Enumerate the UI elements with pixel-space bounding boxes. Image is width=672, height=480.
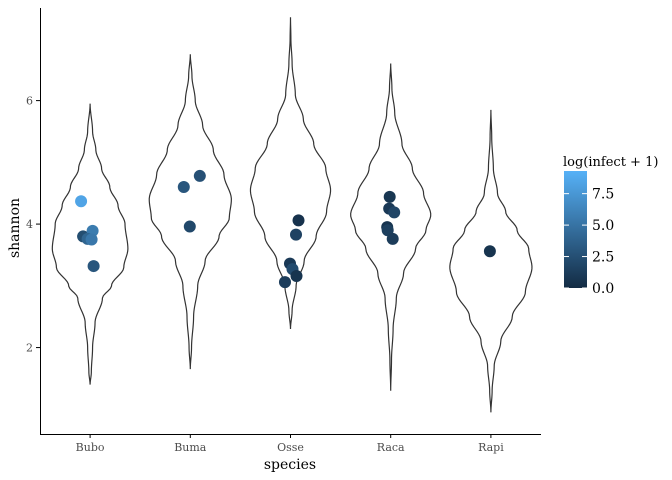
data-point <box>278 276 291 289</box>
violin-buma <box>148 54 232 370</box>
x-tick-label: Osse <box>277 441 304 454</box>
data-point <box>290 228 303 241</box>
x-axis-title: species <box>264 457 316 473</box>
color-legend: log(infect + 1) 0.0 2.5 5.0 7.5 <box>563 155 658 297</box>
y-tick-label: 2 <box>26 342 33 355</box>
y-ticks: 2 4 6 <box>26 95 40 355</box>
data-point <box>290 269 303 282</box>
data-point <box>386 232 399 245</box>
legend-colorbar <box>564 171 587 288</box>
legend-label: 2.5 <box>592 250 614 266</box>
data-point <box>85 233 98 246</box>
legend-label: 5.0 <box>592 218 614 234</box>
violin-rapi <box>449 109 533 413</box>
y-axis-title: shannon <box>7 198 23 258</box>
x-tick-label: Rapi <box>478 441 504 454</box>
data-point <box>193 169 206 182</box>
data-point <box>183 220 196 233</box>
legend-label: 7.5 <box>592 187 614 203</box>
x-tick-label: Bubo <box>76 441 105 454</box>
data-point <box>292 214 305 227</box>
point-layer <box>75 169 496 289</box>
data-point <box>383 190 396 203</box>
violin-osse <box>249 17 332 330</box>
x-ticks: Bubo Buma Osse Raca Rapi <box>76 434 504 454</box>
x-tick-label: Buma <box>174 441 207 454</box>
violin-layer <box>51 17 533 413</box>
legend-ticks: 0.0 2.5 5.0 7.5 <box>564 187 614 297</box>
data-point <box>177 181 190 194</box>
data-point <box>388 206 401 219</box>
y-tick-label: 4 <box>26 218 33 231</box>
y-tick-label: 6 <box>26 95 33 108</box>
x-tick-label: Raca <box>377 441 405 454</box>
legend-title: log(infect + 1) <box>563 155 658 170</box>
data-point <box>87 260 100 273</box>
legend-label: 0.0 <box>592 281 614 297</box>
data-point <box>75 195 88 208</box>
data-point <box>483 245 496 258</box>
